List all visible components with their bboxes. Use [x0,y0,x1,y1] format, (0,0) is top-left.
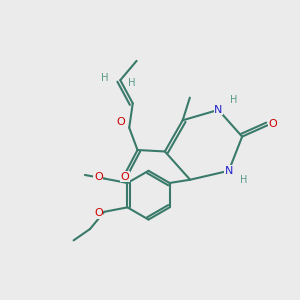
Text: O: O [116,117,125,128]
Text: N: N [214,105,223,115]
Text: O: O [120,172,129,182]
Text: H: H [101,73,109,83]
Text: O: O [94,208,103,218]
Text: H: H [240,175,247,185]
Text: O: O [94,172,103,182]
Text: H: H [230,95,237,105]
Text: H: H [128,77,136,88]
Text: O: O [268,119,277,129]
Text: N: N [225,166,233,176]
